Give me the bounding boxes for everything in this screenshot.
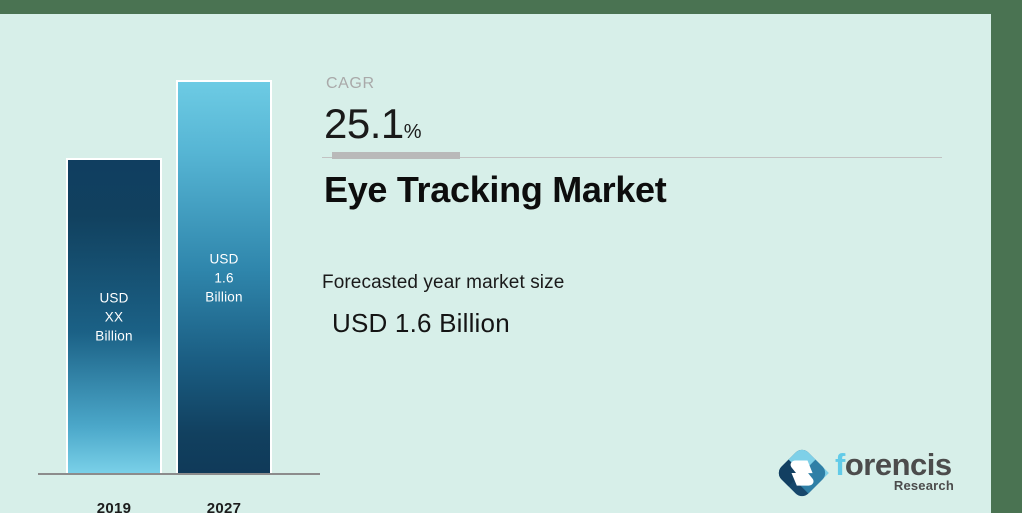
divider-line — [322, 157, 942, 158]
bar-2019-line3: Billion — [95, 328, 133, 343]
forencis-logo-mark-icon — [775, 446, 829, 500]
x-tick-label-2019: 2019 — [96, 500, 132, 513]
forecast-value: USD 1.6 Billion — [332, 308, 510, 338]
cagr-label: CAGR — [326, 75, 375, 92]
bar-2027-label: USD 1.6 Billion — [178, 249, 270, 306]
bar-2027: USD 1.6 Billion — [176, 80, 272, 475]
logo-brand-initial: f — [835, 447, 845, 482]
bar-2027-line1: USD — [209, 251, 239, 266]
logo-brand-name: forencis — [835, 448, 955, 481]
page-title: Eye Tracking Market — [324, 169, 667, 210]
x-tick-label-2027: 2027 — [206, 500, 242, 513]
cagr-percent-symbol: % — [403, 121, 422, 143]
bar-2027-line3: Billion — [205, 289, 243, 304]
right-green-band — [991, 0, 1022, 513]
cagr-value: 25.1% — [324, 100, 422, 156]
forecast-caption: Forecasted year market size — [322, 272, 565, 293]
bar-2019-line2: XX — [104, 309, 124, 324]
bar-2019: USD XX Billion — [66, 158, 162, 475]
logo-brand-rest: orencis — [844, 447, 952, 482]
logo-brand-sub: Research — [893, 478, 954, 493]
content-panel: CAGR 25.1% Eye Tracking Market Forecaste… — [322, 14, 982, 513]
logo-wordmark: forencis Research — [835, 448, 955, 493]
divider-accent-bar — [332, 152, 460, 159]
top-green-band — [0, 0, 1022, 14]
bar-chart: USD XX Billion USD 1.6 Billion 2019 2027 — [0, 14, 330, 513]
cagr-number: 25.1 — [324, 100, 404, 147]
forencis-research-logo: forencis Research — [775, 442, 955, 504]
bar-2027-line2: 1.6 — [214, 270, 234, 285]
bar-2019-line1: USD — [99, 290, 129, 305]
x-axis-line — [38, 473, 320, 475]
bar-2019-label: USD XX Billion — [68, 288, 160, 345]
